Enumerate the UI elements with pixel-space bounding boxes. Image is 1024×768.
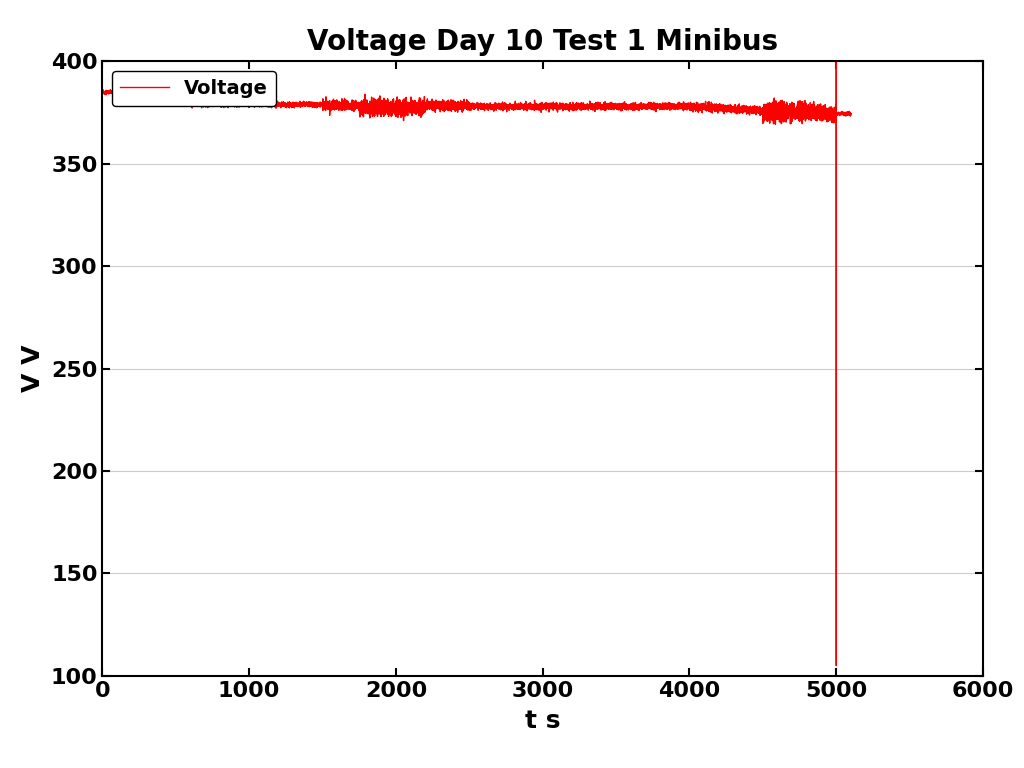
- Title: Voltage Day 10 Test 1 Minibus: Voltage Day 10 Test 1 Minibus: [307, 28, 778, 56]
- Voltage: [281, 101, 293, 110]
- Voltage: [811, 116, 823, 125]
- Voltage: [574, 101, 587, 111]
- Voltage: [490, 101, 503, 111]
- Y-axis label: V V: V V: [22, 345, 45, 392]
- Voltage: [830, 661, 843, 670]
- Voltage: [845, 109, 857, 118]
- Line: Voltage: Voltage: [102, 61, 851, 666]
- Voltage: [120, 88, 132, 97]
- Voltage: [408, 108, 420, 118]
- Legend: Voltage: Voltage: [112, 71, 275, 106]
- X-axis label: t s: t s: [525, 709, 560, 733]
- Voltage: [96, 87, 109, 96]
- Voltage: [830, 57, 843, 66]
